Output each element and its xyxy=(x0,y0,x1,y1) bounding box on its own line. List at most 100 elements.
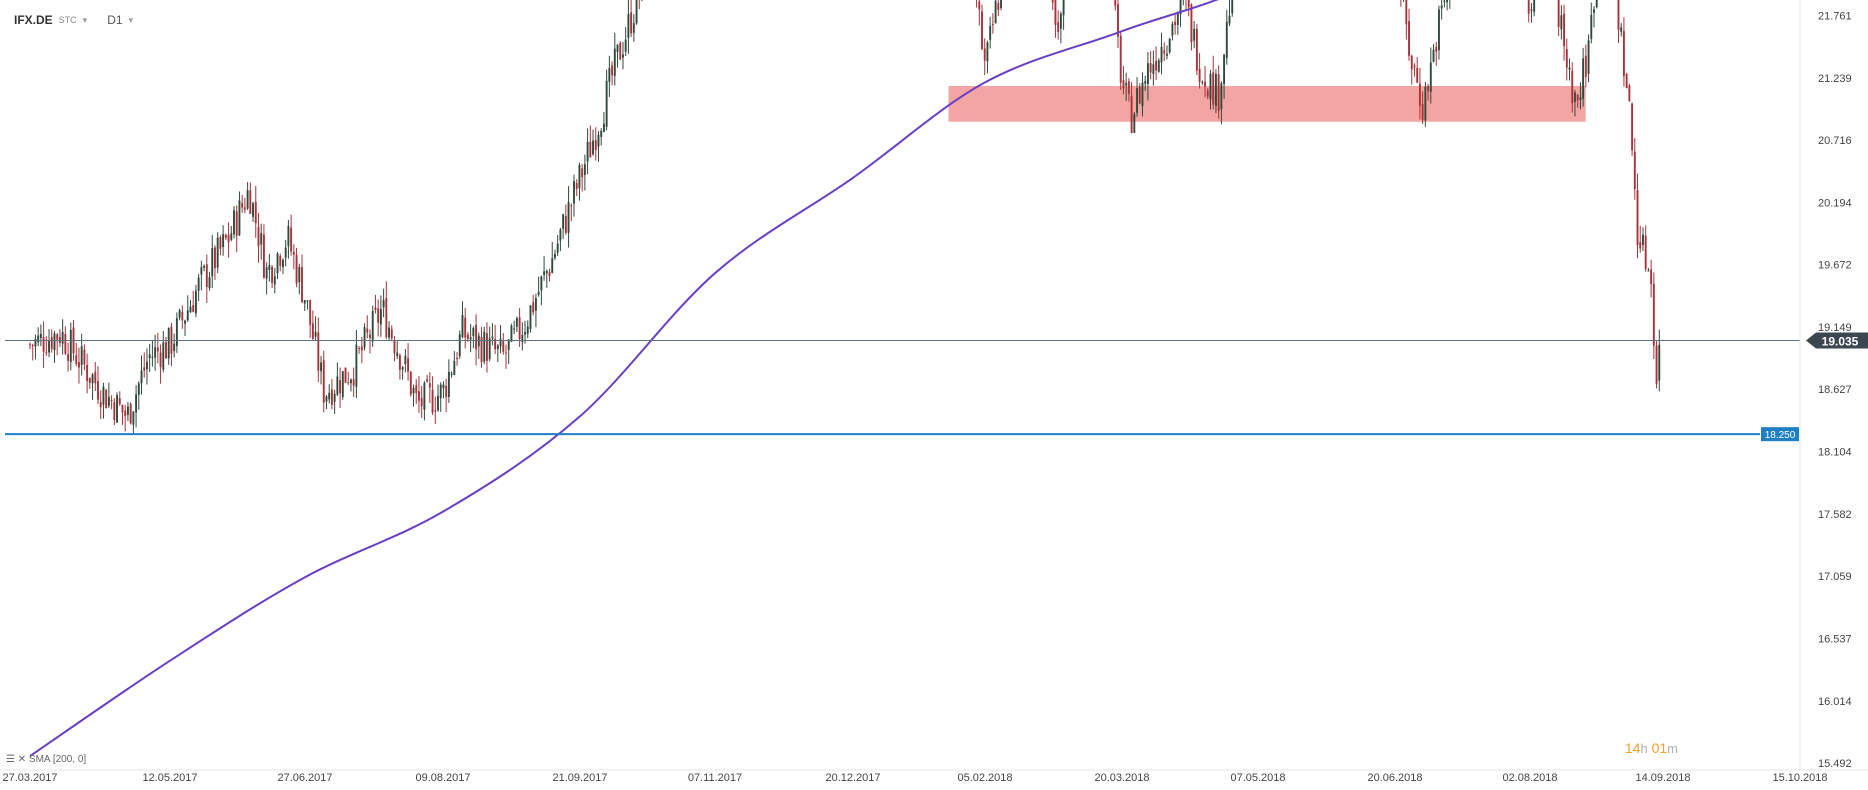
candle-body-36 xyxy=(126,406,129,415)
candle-body-148 xyxy=(431,389,434,413)
candle-body-573 xyxy=(1587,40,1590,74)
candle-body-212 xyxy=(605,80,608,127)
candle-body-195 xyxy=(559,229,562,241)
candle-body-193 xyxy=(554,253,556,258)
candle-body-196 xyxy=(562,214,565,229)
candle-body-598 xyxy=(1655,345,1658,384)
candle-body-68 xyxy=(214,247,216,269)
time-axis[interactable]: 27.03.2017 12.05.2017 27.06.2017 09.08.2017… xyxy=(2,772,1827,784)
last-price-badge xyxy=(1806,332,1868,349)
candle-body-430 xyxy=(1198,68,1201,83)
candle-body-416 xyxy=(1160,46,1163,63)
candle-body-173 xyxy=(499,338,502,347)
candle-body-515 xyxy=(1429,62,1432,92)
indicator-settings-icon[interactable]: ☰ xyxy=(6,754,15,765)
candle-body-66 xyxy=(208,277,211,289)
candle-body-79 xyxy=(243,207,246,210)
candle-body-166 xyxy=(480,336,483,363)
candle-body-108 xyxy=(322,360,325,403)
candle-body-432 xyxy=(1204,81,1206,87)
candle-body-28 xyxy=(105,390,108,409)
candle-body-56 xyxy=(181,311,184,321)
candle-body-117 xyxy=(347,382,350,384)
candle-body-6 xyxy=(45,352,48,354)
candle-body-31 xyxy=(113,402,116,421)
candle-body-12 xyxy=(61,331,64,344)
last-price-value: 19.035 xyxy=(1822,335,1859,349)
candle-body-129 xyxy=(379,308,382,325)
candle-body-221 xyxy=(630,12,633,34)
candle-body-408 xyxy=(1138,86,1141,104)
candle-body-564 xyxy=(1563,13,1566,47)
candle-body-99 xyxy=(298,266,301,283)
candle-body-53 xyxy=(173,343,176,351)
candle-body-423 xyxy=(1179,0,1182,15)
candle-body-379 xyxy=(1059,13,1062,29)
candle-body-155 xyxy=(450,373,453,375)
candle-body-513 xyxy=(1424,86,1427,121)
y-tick-label-8: 21.239 xyxy=(1818,73,1852,85)
candlestick-series xyxy=(29,0,1661,435)
x-tick-label-0: 27.03.2017 xyxy=(2,772,57,784)
candle-body-77 xyxy=(238,200,241,236)
candle-body-14 xyxy=(67,354,70,361)
candle-body-353 xyxy=(989,25,992,40)
candle-body-222 xyxy=(632,23,635,33)
candle-body-141 xyxy=(412,387,415,394)
price-type-chevron-down-icon[interactable]: ▾ xyxy=(82,14,88,25)
candle-body-172 xyxy=(496,345,499,350)
candle-body-125 xyxy=(369,334,371,339)
candle-body-589 xyxy=(1631,103,1634,151)
candle-body-159 xyxy=(461,314,464,338)
candle-body-0 xyxy=(29,344,31,346)
indicator-close-icon[interactable]: ✕ xyxy=(17,754,27,765)
candle-body-410 xyxy=(1144,81,1147,84)
candle-body-183 xyxy=(526,326,529,334)
x-tick-label-7: 05.02.2018 xyxy=(957,772,1012,784)
candle-body-217 xyxy=(619,42,622,60)
candle-body-356 xyxy=(997,3,1000,10)
candle-body-50 xyxy=(165,342,167,359)
candle-body-138 xyxy=(404,355,407,365)
price-axis[interactable]: 25.41824.89624.37423.85123.32922.80622.2… xyxy=(1818,0,1852,770)
candle-body-568 xyxy=(1574,92,1576,102)
candle-body-95 xyxy=(287,225,290,247)
indicator-legend[interactable]: ☰ ✕ SMA [200, 0] xyxy=(6,754,86,765)
candle-body-133 xyxy=(390,329,393,339)
candle-body-587 xyxy=(1625,73,1628,89)
candle-body-354 xyxy=(991,24,994,26)
candle-body-131 xyxy=(385,298,388,338)
candle-body-214 xyxy=(611,65,614,76)
candle-body-552 xyxy=(1530,9,1533,11)
candle-body-30 xyxy=(110,399,113,402)
candle-body-44 xyxy=(148,354,151,359)
candle-body-73 xyxy=(227,234,230,243)
candle-body-149 xyxy=(434,410,437,412)
interval-selector[interactable]: D1 xyxy=(107,13,123,27)
candle-body-551 xyxy=(1527,0,1530,14)
x-tick-label-8: 20.03.2018 xyxy=(1094,772,1149,784)
candle-body-15 xyxy=(69,329,72,363)
candle-body-57 xyxy=(184,320,186,324)
candle-body-69 xyxy=(216,237,219,268)
candle-body-63 xyxy=(200,267,203,275)
candle-body-507 xyxy=(1408,21,1410,56)
candle-body-101 xyxy=(303,299,306,304)
symbol-label[interactable]: IFX.DE xyxy=(14,13,53,27)
candle-body-567 xyxy=(1571,70,1574,104)
candle-body-174 xyxy=(502,340,505,352)
candle-body-19 xyxy=(80,346,83,365)
candle-body-208 xyxy=(594,140,597,150)
y-tick-label-16: 17.059 xyxy=(1818,571,1852,583)
candle-body-152 xyxy=(442,384,445,389)
candle-body-132 xyxy=(388,327,390,338)
candle-body-194 xyxy=(556,243,559,253)
candle-body-135 xyxy=(396,352,399,357)
price-type-label[interactable]: STC xyxy=(58,15,77,25)
candle-body-169 xyxy=(488,338,491,360)
candle-body-562 xyxy=(1557,0,1560,27)
interval-chevron-down-icon[interactable]: ▾ xyxy=(128,14,134,25)
candle-body-199 xyxy=(570,205,573,207)
candle-body-576 xyxy=(1595,0,1598,7)
